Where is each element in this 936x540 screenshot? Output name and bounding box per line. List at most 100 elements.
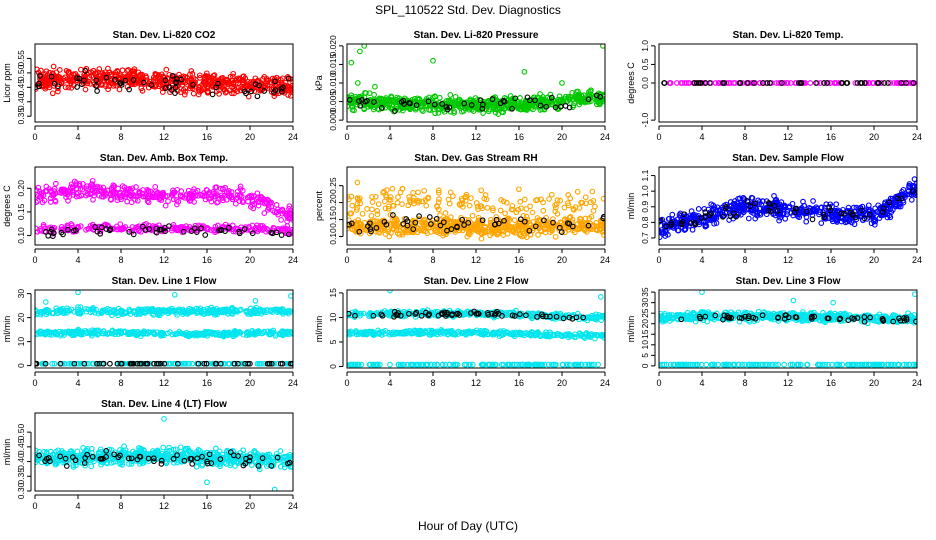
data-point <box>129 185 136 192</box>
panel-2-title: Stan. Dev. Li-820 Temp. <box>733 30 844 41</box>
data-point <box>447 97 453 104</box>
data-point <box>876 215 883 221</box>
data-point <box>659 229 665 236</box>
x-tick-label: 24 <box>288 378 298 388</box>
data-point <box>184 74 190 81</box>
data-point <box>583 200 589 207</box>
data-point <box>526 227 533 234</box>
y-tick-label: 0.8 <box>640 216 650 228</box>
data-point <box>37 73 43 79</box>
data-point <box>258 360 264 367</box>
y-tick-label: 0.0 <box>640 77 650 89</box>
data-point <box>272 87 279 93</box>
data-point <box>273 229 280 236</box>
x-tick-label: 0 <box>32 255 37 265</box>
data-point <box>197 226 204 232</box>
data-point <box>434 204 441 210</box>
panel-5-frame <box>658 166 918 246</box>
y-tick-label: 0.55 <box>16 50 26 67</box>
data-point <box>77 308 84 314</box>
data-point <box>431 225 437 232</box>
data-point <box>241 226 248 232</box>
data-point <box>109 327 116 334</box>
data-point <box>88 182 94 188</box>
data-point <box>432 227 439 233</box>
data-point <box>553 201 560 207</box>
data-point <box>570 104 576 110</box>
data-point <box>62 187 68 194</box>
data-point <box>251 193 258 199</box>
data-point <box>110 182 117 189</box>
data-point <box>35 331 40 338</box>
data-point <box>908 197 915 203</box>
data-point <box>66 308 73 314</box>
data-point <box>215 329 221 336</box>
data-point <box>557 219 564 226</box>
data-point <box>152 70 159 77</box>
data-point <box>41 197 48 204</box>
data-point <box>373 225 380 231</box>
data-point <box>538 196 544 203</box>
data-point <box>491 105 497 112</box>
data-point <box>69 183 76 190</box>
data-point <box>784 211 790 217</box>
data-point <box>382 205 389 212</box>
data-point <box>482 192 489 198</box>
data-point <box>433 216 440 222</box>
data-point <box>214 199 220 206</box>
data-point <box>703 223 710 229</box>
x-tick-label: 8 <box>430 132 435 142</box>
data-point <box>132 196 138 203</box>
data-point <box>419 198 426 205</box>
data-point <box>861 215 868 222</box>
data-point <box>906 182 912 189</box>
data-point <box>675 227 682 234</box>
data-point <box>248 88 255 95</box>
data-point <box>94 88 100 94</box>
data-point <box>268 360 275 367</box>
data-point <box>112 76 118 83</box>
data-point <box>513 209 520 216</box>
data-point <box>541 96 547 103</box>
data-point <box>37 309 44 315</box>
data-point <box>55 88 61 95</box>
data-point <box>241 88 248 95</box>
data-point <box>72 227 79 233</box>
data-point <box>258 310 264 317</box>
data-point <box>414 197 420 204</box>
data-point <box>895 195 901 202</box>
data-point <box>757 80 763 86</box>
data-point <box>512 95 519 102</box>
data-point <box>718 206 724 213</box>
data-point <box>359 210 366 217</box>
data-point <box>792 205 799 212</box>
data-point <box>51 80 58 87</box>
data-point <box>695 206 702 212</box>
data-point <box>94 228 101 235</box>
data-point <box>432 93 438 100</box>
data-point <box>76 75 83 82</box>
data-point <box>146 226 152 232</box>
data-point <box>896 203 902 210</box>
data-point <box>118 360 125 367</box>
data-point <box>600 195 605 202</box>
data-point <box>445 196 452 203</box>
data-point <box>879 212 886 218</box>
panel-1-frame <box>346 43 606 123</box>
data-point <box>354 80 361 86</box>
data-point <box>106 227 113 234</box>
data-point <box>832 213 839 219</box>
y-tick-label: 0.005 <box>328 91 338 113</box>
data-point <box>387 212 394 218</box>
data-point <box>60 310 67 317</box>
y-tick-label: 10 <box>16 337 26 347</box>
data-point <box>537 102 544 109</box>
data-point <box>576 205 583 211</box>
data-point <box>376 230 383 236</box>
data-point <box>529 209 536 216</box>
panel-3: Stan. Dev. Amb. Box Temp.degrees C0 4 8 12 1… <box>2 153 298 265</box>
data-point <box>574 188 581 195</box>
data-point <box>437 212 443 218</box>
data-point <box>161 360 168 367</box>
data-point <box>708 217 714 224</box>
